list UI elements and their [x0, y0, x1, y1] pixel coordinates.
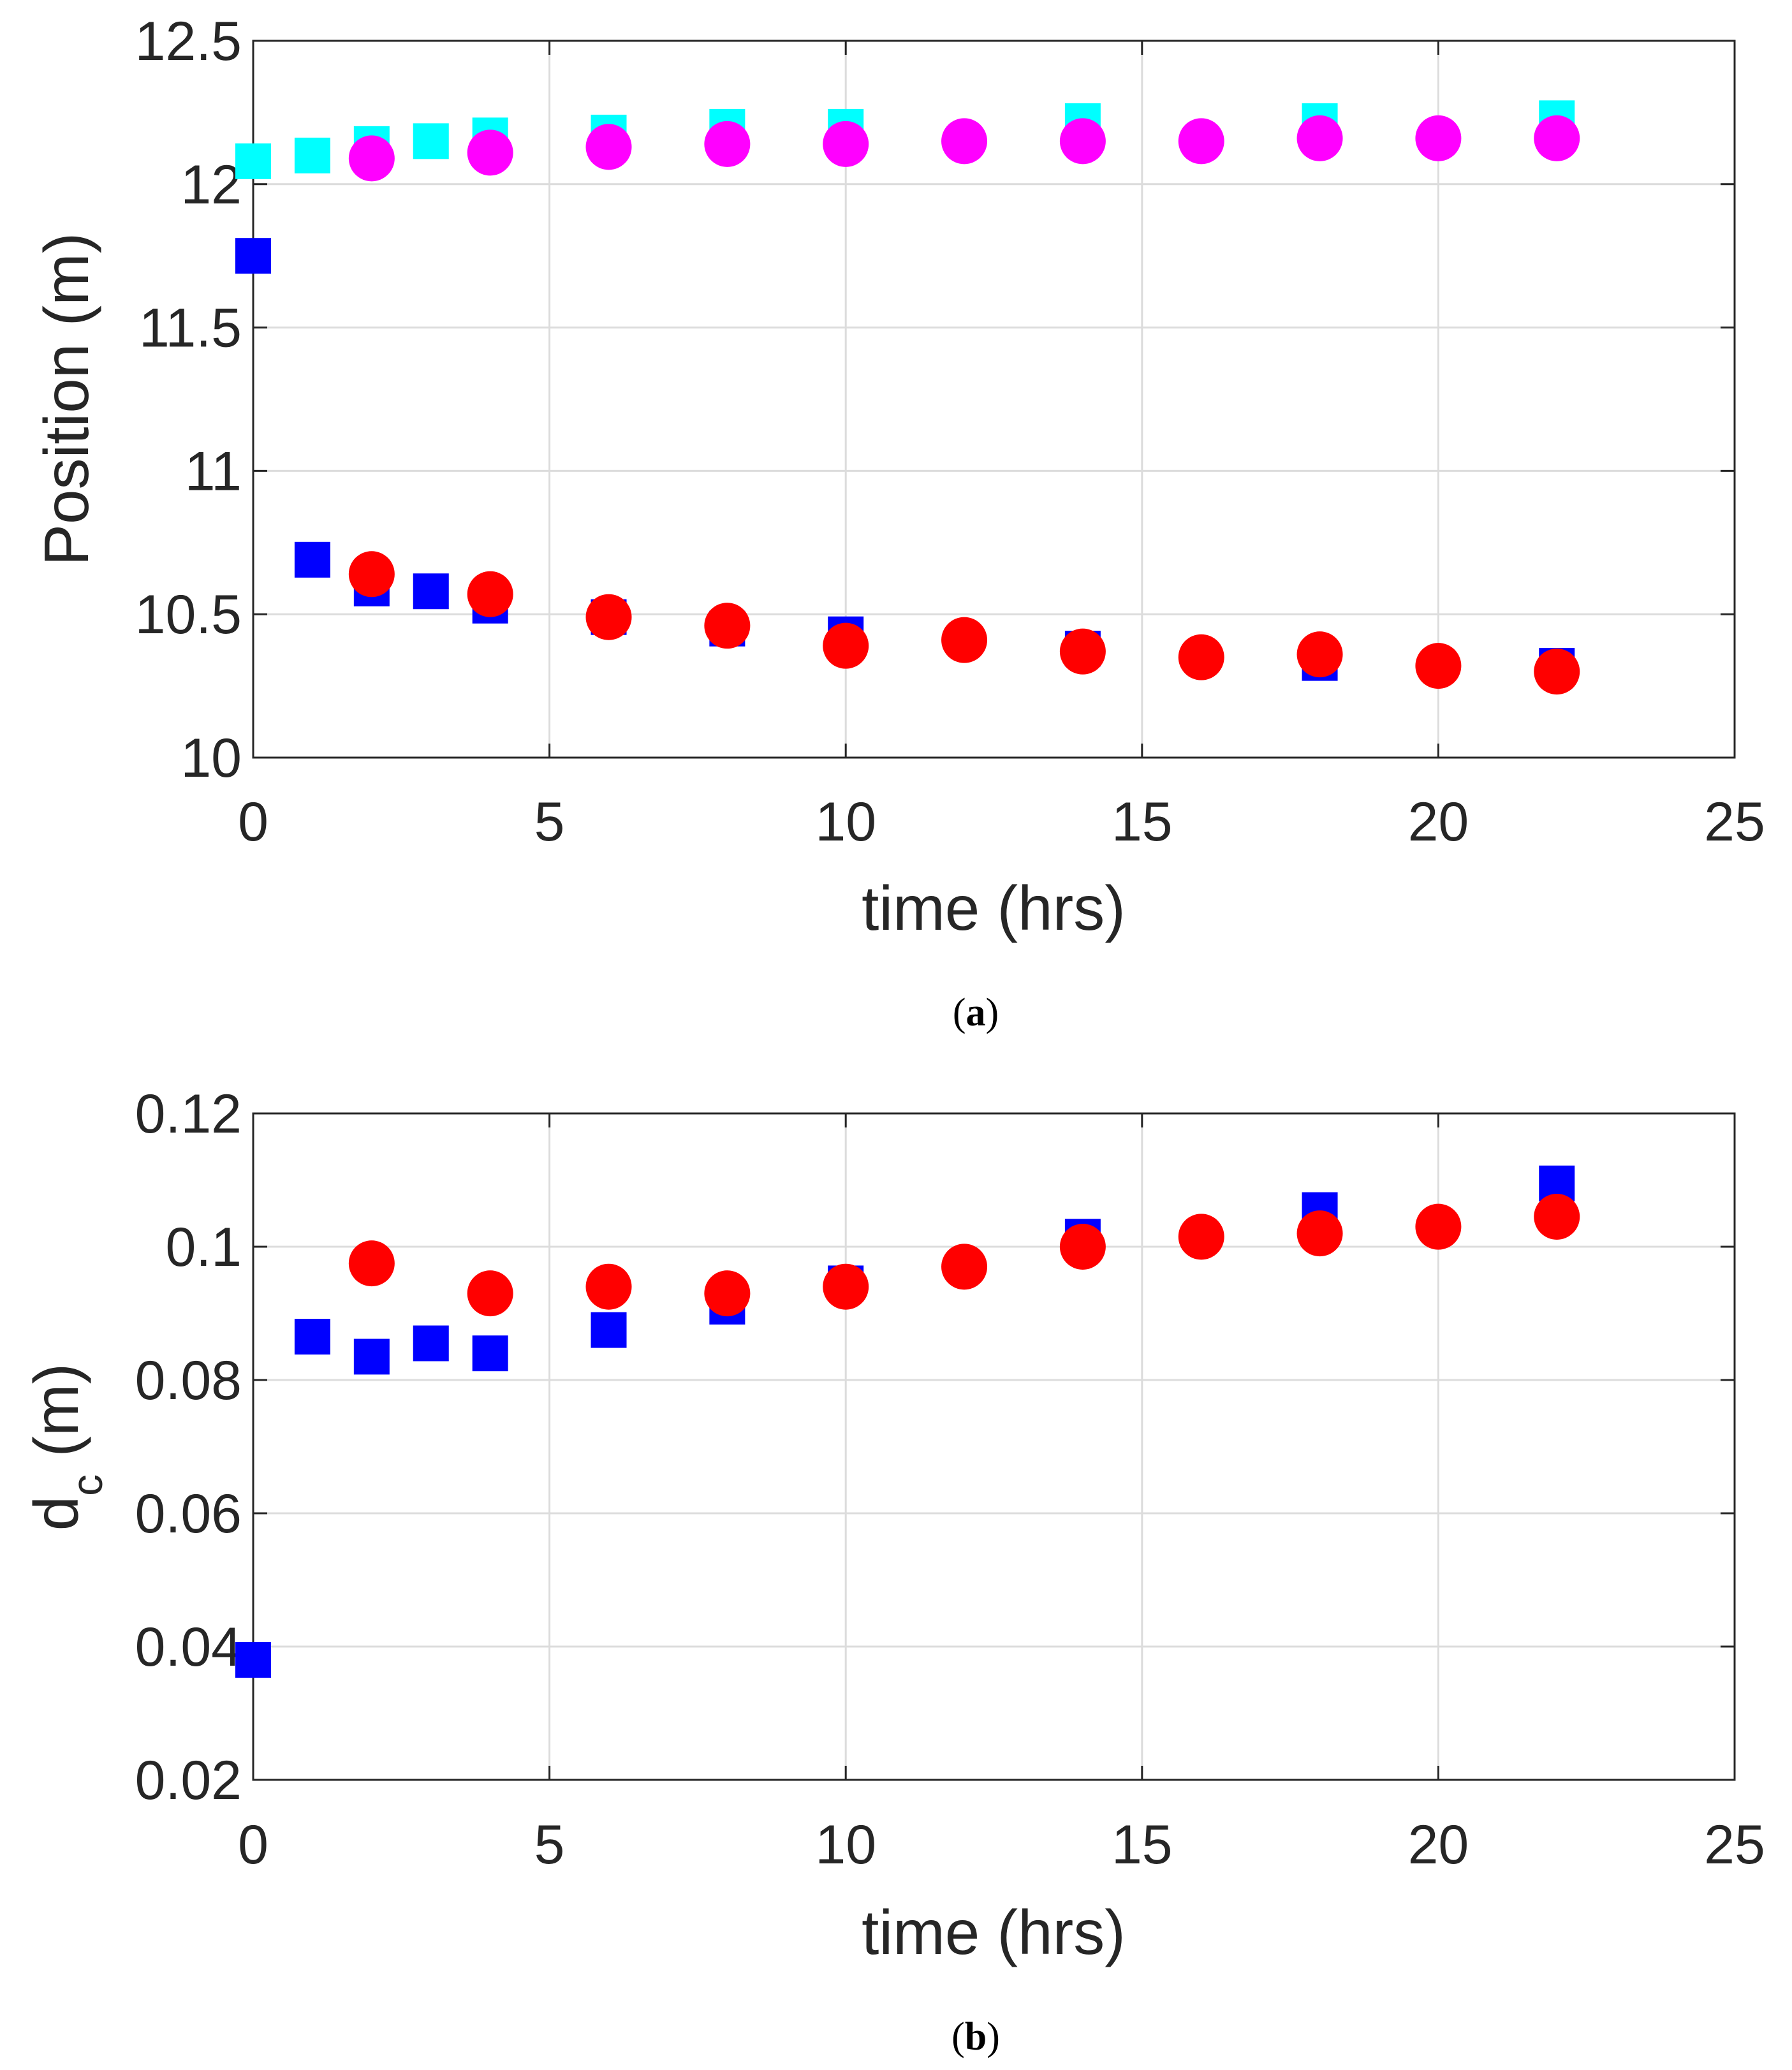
panel-a-circle-point: [1296, 115, 1343, 161]
panel-b-ticks: 0 5 10 15 20 25 0.02 0.04 0.06 0.08 0.1 0.12: [135, 1083, 1765, 1875]
panel-a-ytick-label: 12: [180, 154, 242, 216]
panel-b-circle-point: [1059, 1224, 1106, 1270]
panel-b-circle-point: [1534, 1193, 1580, 1240]
panel-a-circle-point: [348, 551, 395, 598]
panel-b-ylabel: dc (m): [21, 1363, 112, 1531]
panel-a-circle-point: [467, 129, 513, 176]
panel-b-circle-point: [1296, 1210, 1343, 1257]
panel-b-square-point: [591, 1312, 627, 1348]
panel-a-circle-point: [704, 121, 751, 167]
panel-a-xtick-label: 10: [815, 791, 876, 853]
panel-b-xtick-label: 20: [1408, 1814, 1469, 1875]
panel-a-circle-point: [585, 124, 632, 170]
panel-b-xtick-label: 15: [1112, 1814, 1173, 1875]
panel-b-xtick-label: 25: [1704, 1814, 1765, 1875]
panel-b-square-point: [353, 1339, 390, 1375]
panel-b-circle-point: [823, 1263, 869, 1310]
panel-a-circle-point: [823, 622, 869, 669]
panel-b-xlabel: time (hrs): [862, 1897, 1126, 1967]
panel-a-square-point: [413, 123, 449, 159]
panel-a-xlabel: time (hrs): [862, 873, 1126, 943]
panel-b-circle-point: [1415, 1203, 1462, 1250]
panel-b-circle-point: [941, 1244, 988, 1290]
panel-b-xtick-label: 10: [815, 1814, 876, 1875]
panel-b-circle-point: [467, 1270, 513, 1317]
panel-b-ytick-label: 0.02: [135, 1750, 242, 1811]
panel-a-ticks: 0 5 10 15 20 25 10 10.5 11 11.5 12 12.5: [135, 11, 1765, 853]
panel-b-points: [235, 1165, 1580, 1678]
panel-a-ytick-label: 12.5: [135, 11, 242, 72]
panel-b-ytick-label: 0.12: [135, 1083, 242, 1145]
panel-a-circle-point: [1415, 643, 1462, 689]
panel-a-circle-point: [1534, 649, 1580, 695]
panel-a-circle-point: [1059, 628, 1106, 675]
panel-b-circle-point: [585, 1263, 632, 1310]
panel-a-circle-point: [941, 118, 988, 165]
panel-a-circle-point: [941, 617, 988, 663]
panel-a-xtick-label: 5: [534, 791, 565, 853]
panel-b-ytick-label: 0.04: [135, 1617, 242, 1678]
panel-b-caption: (b): [951, 2015, 1000, 2059]
panel-b-ytick-label: 0.1: [165, 1217, 242, 1278]
panel-a-circle-point: [467, 571, 513, 617]
panel-a-circle-point: [1178, 118, 1224, 165]
panel-b-circle-point: [704, 1270, 751, 1317]
panel-b-xtick-label: 0: [238, 1814, 268, 1875]
panel-a-plot-frame: [252, 40, 1736, 759]
panel-a-ytick-label: 11: [185, 441, 242, 502]
panel-b-circle-point: [348, 1240, 395, 1287]
panel-a-ytick-label: 11.5: [139, 298, 242, 359]
panel-a-circle-point: [348, 135, 395, 182]
panel-a-square-point: [294, 541, 330, 578]
panel-a-circle-point: [704, 603, 751, 649]
panel-a-circle-point: [585, 594, 632, 640]
panel-a-circle-point: [1178, 634, 1224, 680]
panel-a-square-point: [235, 238, 271, 274]
panel-a-xtick-label: 0: [238, 791, 268, 853]
panel-a-circle-point: [1534, 115, 1580, 161]
panel-b-circle-point: [1178, 1214, 1224, 1260]
panel-a-square-point: [235, 143, 271, 179]
panel-a-circle-point: [1296, 631, 1343, 678]
panel-a-points: [235, 100, 1580, 695]
panel-a-ytick-label: 10.5: [135, 584, 242, 645]
panel-a-circle-point: [1059, 118, 1106, 165]
panel-a-square-point: [413, 573, 449, 610]
panel-a-circle-point: [1415, 115, 1462, 161]
panel-b-square-point: [294, 1319, 330, 1355]
panel-a-xtick-label: 20: [1408, 791, 1469, 853]
panel-b-plot-frame: [252, 1112, 1736, 1781]
panel-a-square-point: [294, 137, 330, 173]
panel-b: 0 5 10 15 20 25 0.02 0.04 0.06 0.08 0.1 0.12 time (…: [21, 1083, 1765, 2059]
panel-a-xtick-label: 25: [1704, 791, 1765, 853]
panel-b-xtick-label: 5: [534, 1814, 565, 1875]
panel-a-xtick-label: 15: [1112, 791, 1173, 853]
panel-b-square-point: [472, 1335, 508, 1372]
panel-a-ytick-label: 10: [180, 728, 242, 789]
panel-a-circle-point: [823, 121, 869, 167]
panel-b-square-point: [413, 1325, 449, 1362]
panel-a-ylabel: Position (m): [31, 233, 101, 566]
panel-b-ytick-label: 0.08: [135, 1350, 242, 1411]
panel-b-ytick-label: 0.06: [135, 1483, 242, 1545]
panel-a-caption: (a): [953, 991, 999, 1034]
panel-b-square-point: [235, 1641, 271, 1678]
